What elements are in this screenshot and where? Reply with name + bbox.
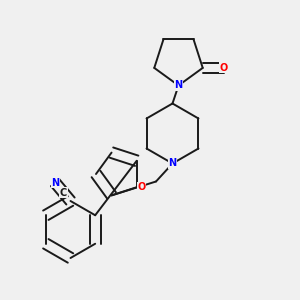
Text: O: O — [220, 63, 228, 73]
Text: N: N — [51, 178, 59, 188]
Text: N: N — [174, 80, 183, 91]
Text: N: N — [168, 158, 177, 169]
Text: O: O — [137, 182, 145, 192]
Text: C: C — [60, 188, 67, 198]
